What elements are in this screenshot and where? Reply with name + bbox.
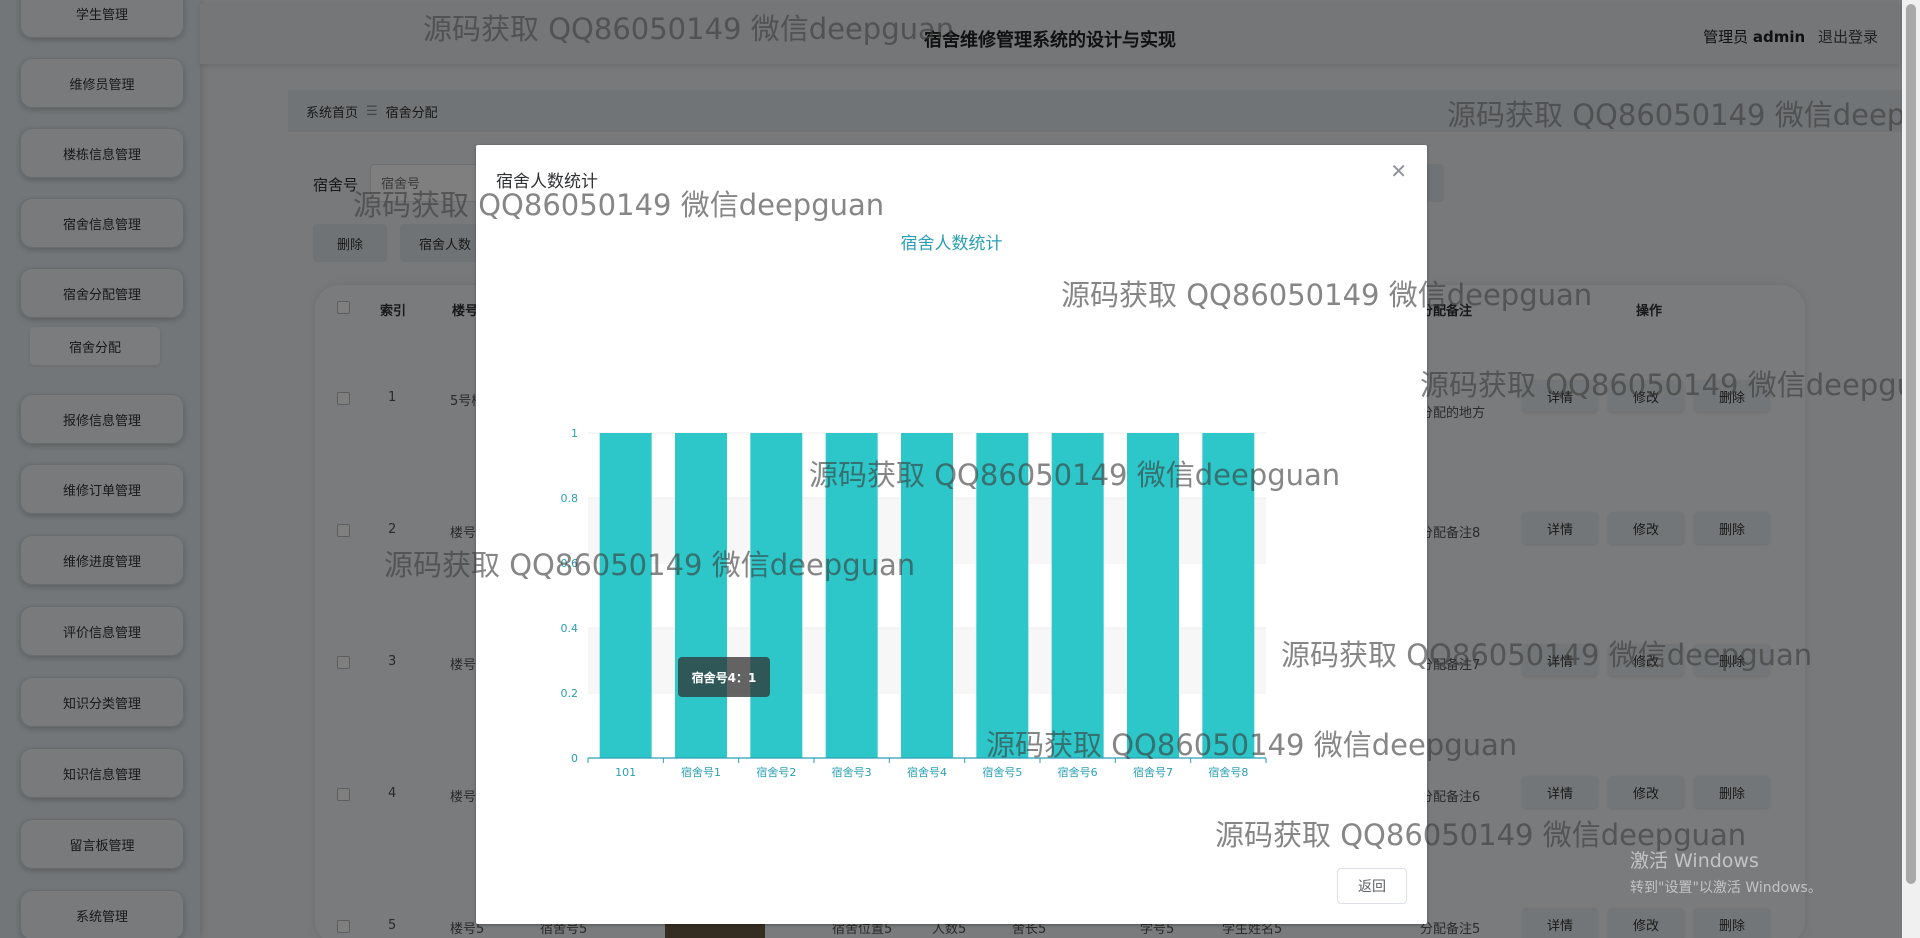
x-tick-label: 宿舍号5 [982, 765, 1022, 779]
close-icon[interactable]: ✕ [1390, 159, 1407, 183]
x-tick-label: 101 [615, 766, 636, 779]
bar [1051, 433, 1104, 758]
x-tick-label: 宿舍号8 [1208, 765, 1248, 779]
bar [599, 433, 652, 758]
vertical-scrollbar[interactable] [1902, 0, 1920, 938]
bar [901, 433, 953, 758]
bar [1202, 433, 1255, 758]
y-tick-label: 1 [571, 427, 578, 440]
x-tick-label: 宿舍号2 [756, 765, 796, 779]
bar [1127, 433, 1179, 758]
chart-tooltip: 宿舍号4：1 [678, 657, 770, 697]
back-button[interactable]: 返回 [1337, 868, 1407, 904]
x-tick-label: 宿舍号4 [907, 765, 947, 779]
x-tick-label: 宿舍号7 [1133, 765, 1173, 779]
y-tick-label: 0.6 [561, 557, 579, 570]
chart-title: 宿舍人数统计 [900, 234, 1003, 254]
x-tick-label: 宿舍号1 [681, 765, 721, 779]
windows-activation-notice: 激活 Windows 转到"设置"以激活 Windows。 [1630, 850, 1822, 896]
bar [825, 433, 878, 758]
y-tick-label: 0.4 [561, 622, 579, 635]
y-tick-label: 0.8 [561, 492, 579, 505]
y-tick-label: 0 [571, 752, 578, 765]
dialog-title: 宿舍人数统计 [496, 172, 598, 192]
y-tick-label: 0.2 [561, 687, 579, 700]
bar [976, 433, 1029, 758]
x-tick-label: 宿舍号3 [832, 765, 872, 779]
bar [675, 433, 727, 758]
x-tick-label: 宿舍号6 [1058, 765, 1098, 779]
stats-dialog: 宿舍人数统计 ✕ 宿舍人数统计 0 0.2 0.4 0.6 0.8 1 101 宿舍号1 宿舍号… [476, 145, 1427, 924]
bar-chart: 0 0.2 0.4 0.6 0.8 1 101 宿舍号1 宿舍号2 宿舍号3 宿舍号4 宿舍号5 宿舍号… [561, 427, 1267, 779]
bar [750, 433, 803, 758]
